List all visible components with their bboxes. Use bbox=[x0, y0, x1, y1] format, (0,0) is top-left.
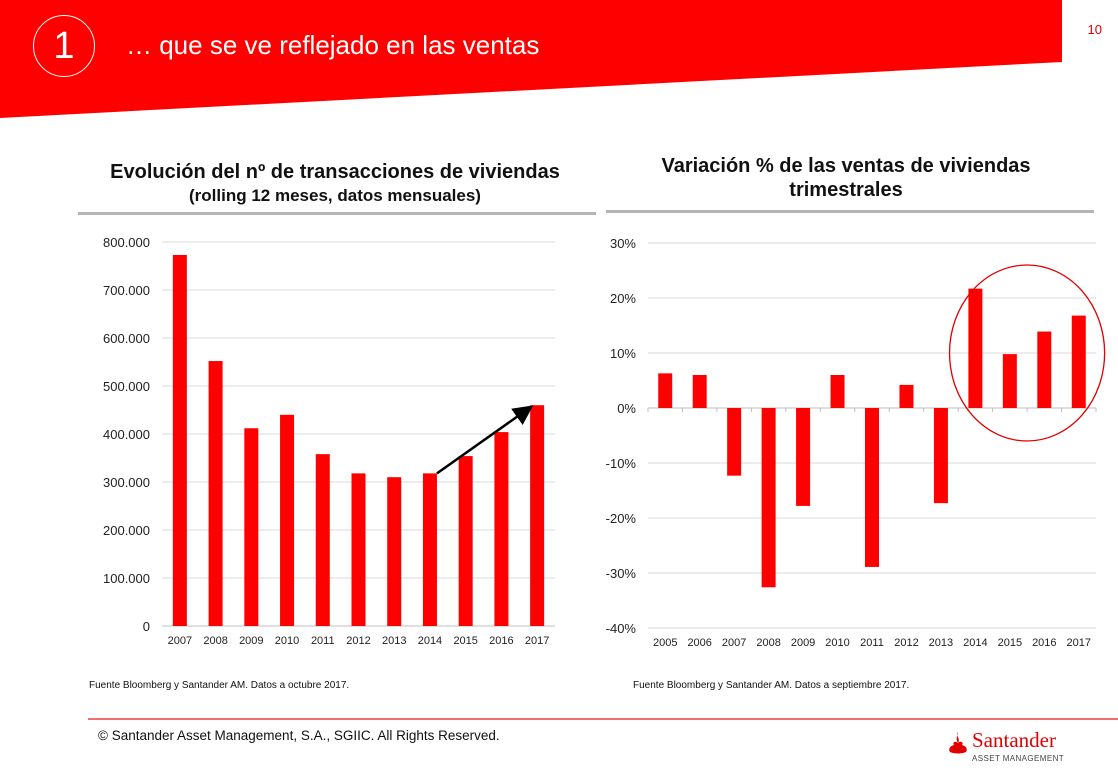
x-tick-label: 2009 bbox=[239, 635, 263, 647]
y-tick-label: 700.000 bbox=[103, 283, 150, 298]
x-tick-label: 2010 bbox=[825, 637, 849, 649]
x-tick-label: 2014 bbox=[418, 635, 442, 647]
x-tick-label: 2008 bbox=[203, 635, 227, 647]
left-chart-subtitle: (rolling 12 meses, datos mensuales) bbox=[189, 186, 481, 205]
y-tick-label: 0% bbox=[617, 401, 636, 416]
y-tick-label: 200.000 bbox=[103, 523, 150, 538]
y-tick-label: 300.000 bbox=[103, 475, 150, 490]
santander-flame-icon bbox=[949, 732, 967, 754]
bar-2009 bbox=[796, 408, 811, 506]
y-tick-label: 600.000 bbox=[103, 331, 150, 346]
x-tick-label: 2007 bbox=[722, 637, 746, 649]
x-tick-label: 2017 bbox=[1067, 637, 1091, 649]
y-tick-label: 0 bbox=[143, 619, 150, 634]
x-tick-label: 2014 bbox=[963, 637, 987, 649]
page-number: 10 bbox=[1087, 22, 1102, 37]
x-tick-label: 2015 bbox=[453, 635, 477, 647]
left-bar-chart: 0 100.000 200.000 300.000 400.000 500.000 600.… bbox=[103, 235, 555, 647]
bar-2013 bbox=[933, 408, 948, 504]
bar-2012 bbox=[351, 473, 366, 626]
y-tick-label: -30% bbox=[606, 566, 637, 581]
copyright-text: © Santander Asset Management, S.A., SGII… bbox=[98, 728, 500, 743]
y-tick-label: -40% bbox=[606, 621, 637, 636]
left-chart-title: Evolución del nº de transacciones de viv… bbox=[62, 160, 608, 208]
x-tick-label: 2012 bbox=[894, 637, 918, 649]
bar-2008 bbox=[208, 361, 223, 626]
left-chart-source: Fuente Bloomberg y Santander AM. Datos a… bbox=[89, 680, 350, 691]
y-tick-label: 100.000 bbox=[103, 571, 150, 586]
bar-2005 bbox=[658, 373, 673, 408]
bar-2007 bbox=[727, 408, 742, 476]
footer-divider bbox=[88, 718, 1118, 720]
x-tick-label: 2016 bbox=[1032, 637, 1056, 649]
logo-name: Santander bbox=[972, 728, 1056, 752]
x-tick-label: 2009 bbox=[791, 637, 815, 649]
x-tick-label: 2015 bbox=[998, 637, 1022, 649]
y-tick-label: 800.000 bbox=[103, 235, 150, 250]
right-chart-title: Variación % de las ventas de viviendas t… bbox=[606, 154, 1086, 202]
bar-2016 bbox=[494, 432, 509, 626]
section-number-badge: 1 bbox=[33, 15, 95, 77]
x-tick-label: 2010 bbox=[275, 635, 299, 647]
bar-2017 bbox=[1071, 315, 1086, 408]
right-bar-chart: -40% -30% -20% -10% 0% 10% 20% 30% 2005 2006 2007 2… bbox=[606, 236, 1106, 649]
y-tick-label: -20% bbox=[606, 511, 637, 526]
header-banner: 1 … que se ve reflejado en las ventas bbox=[0, 0, 1118, 130]
slide-title: … que se ve reflejado en las ventas bbox=[126, 30, 540, 60]
bar-2017 bbox=[530, 405, 545, 626]
bar-2015 bbox=[1002, 354, 1017, 408]
bar-2006 bbox=[692, 375, 707, 408]
y-tick-label: 400.000 bbox=[103, 427, 150, 442]
bar-2010 bbox=[830, 375, 845, 408]
bar-2009 bbox=[244, 428, 259, 626]
bar-2015 bbox=[458, 456, 473, 626]
right-title-rule bbox=[606, 210, 1094, 213]
left-title-rule bbox=[78, 212, 596, 215]
bar-2013 bbox=[387, 477, 402, 626]
bar-2007 bbox=[172, 254, 187, 626]
bar-2008 bbox=[761, 408, 776, 588]
bar-2011 bbox=[865, 408, 879, 567]
left-chart-title-main: Evolución del nº de transacciones de viv… bbox=[110, 161, 560, 183]
y-tick-label: -10% bbox=[606, 456, 637, 471]
bar-2014 bbox=[968, 288, 983, 408]
santander-logo: Santander ASSET MANAGEMENT bbox=[946, 728, 1076, 768]
x-tick-label: 2011 bbox=[860, 637, 884, 649]
x-tick-label: 2007 bbox=[168, 635, 192, 647]
banner-shape bbox=[0, 0, 1062, 118]
x-tick-label: 2005 bbox=[653, 637, 677, 649]
x-tick-label: 2006 bbox=[687, 637, 711, 649]
x-tick-label: 2012 bbox=[346, 635, 370, 647]
right-chart-title-line2: trimestrales bbox=[789, 179, 903, 201]
x-tick-label: 2011 bbox=[311, 635, 335, 647]
right-chart-source: Fuente Bloomberg y Santander AM. Datos a… bbox=[633, 680, 910, 691]
logo-subtitle: ASSET MANAGEMENT bbox=[972, 754, 1065, 763]
bar-2014 bbox=[422, 473, 437, 626]
bar-2016 bbox=[1037, 331, 1052, 408]
bar-2010 bbox=[280, 414, 295, 626]
bar-2011 bbox=[315, 454, 330, 626]
y-tick-label: 20% bbox=[610, 291, 636, 306]
x-tick-label: 2013 bbox=[929, 637, 953, 649]
bar-2012 bbox=[899, 384, 914, 408]
x-tick-label: 2013 bbox=[382, 635, 406, 647]
x-tick-label: 2016 bbox=[489, 635, 513, 647]
x-tick-label: 2017 bbox=[525, 635, 549, 647]
highlight-ellipse bbox=[948, 264, 1106, 442]
x-tick-label: 2008 bbox=[756, 637, 780, 649]
right-chart-title-line1: Variación % de las ventas de viviendas bbox=[661, 155, 1031, 177]
trend-arrow bbox=[436, 405, 534, 475]
y-tick-label: 500.000 bbox=[103, 379, 150, 394]
y-tick-label: 30% bbox=[610, 236, 636, 251]
y-tick-label: 10% bbox=[610, 346, 636, 361]
